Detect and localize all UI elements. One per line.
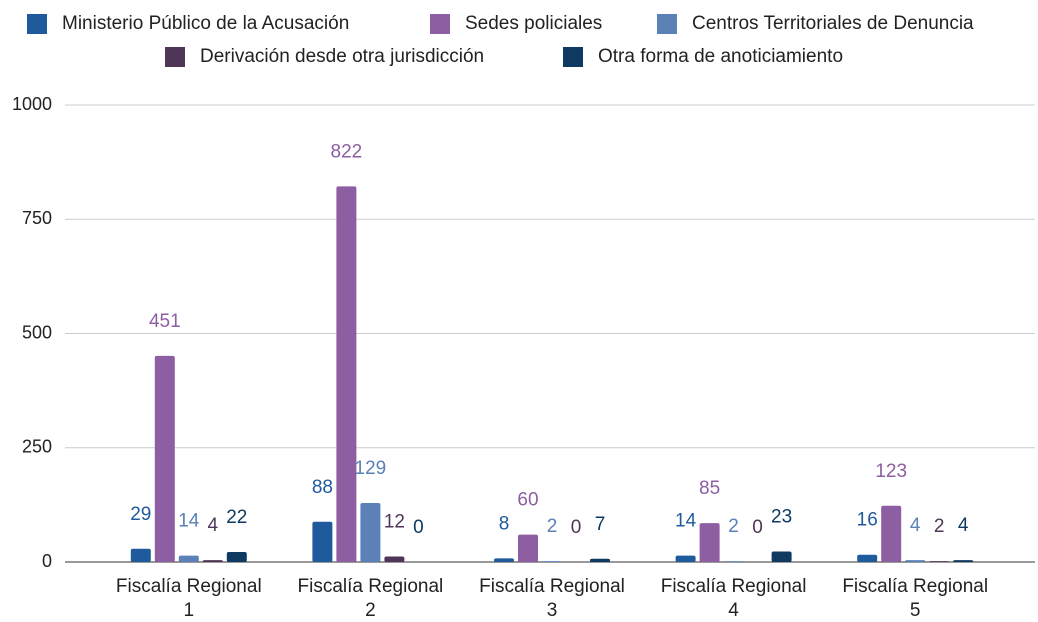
legend-label: Centros Territoriales de Denuncia [692,13,974,34]
data-label: 22 [226,507,247,528]
data-label: 4 [208,515,219,536]
data-label: 129 [355,458,387,479]
data-label: 14 [675,511,697,532]
legend-label: Derivación desde otra jurisdicción [200,46,484,67]
bar [929,561,950,562]
legend-label: Otra forma de anoticiamiento [598,46,843,67]
legend-swatch [430,14,450,34]
bar [178,555,199,562]
bar [312,521,333,562]
bar [590,558,610,562]
data-label: 7 [595,514,606,535]
bar [360,503,381,562]
data-label: 0 [571,517,582,538]
legend-swatch [563,47,583,67]
data-label: 29 [130,504,151,525]
data-label: 14 [178,511,200,532]
x-tick-label: Fiscalía Regional 1 [116,576,262,621]
bar [771,551,792,562]
data-label: 2 [934,516,945,537]
data-label: 85 [699,478,720,499]
data-label: 4 [958,515,969,536]
data-label: 88 [312,477,333,498]
y-tick-label: 1000 [12,94,52,114]
legend-swatch [27,14,47,34]
legend-swatch [657,14,677,34]
bar [154,355,175,562]
bar [675,555,696,562]
data-label: 0 [752,517,763,538]
bar [202,560,223,562]
bar [494,558,514,562]
bar [699,523,720,562]
y-tick-label: 0 [42,551,52,571]
x-tick-label: Fiscalía Regional 3 [479,576,625,621]
data-label: 8 [499,513,510,534]
data-label: 12 [384,512,405,533]
data-label: 23 [771,507,792,528]
data-label: 2 [547,516,558,537]
data-label: 4 [910,515,921,536]
data-label: 60 [517,490,538,511]
bar [336,186,357,562]
bar [542,561,562,562]
bar [384,556,405,562]
legend-swatch [165,47,185,67]
data-label: 0 [413,517,424,538]
y-tick-label: 750 [22,208,52,228]
x-tick-label: Fiscalía Regional 2 [298,576,444,621]
data-label: 2 [728,516,739,537]
x-tick-label: Fiscalía Regional 5 [842,576,988,621]
x-tick-label: Fiscalía Regional 4 [661,576,807,621]
bar [130,548,151,562]
data-label: 822 [331,141,363,162]
bar [226,551,247,562]
bar [518,534,538,562]
data-label: 16 [857,510,878,531]
bar [905,560,926,562]
data-label: 451 [149,311,181,332]
y-tick-label: 250 [22,437,52,457]
legend-label: Sedes policiales [465,13,602,34]
bar [881,505,902,562]
legend-label: Ministerio Público de la Acusación [62,13,349,34]
bar [857,554,878,562]
y-tick-label: 500 [22,322,52,342]
data-label: 123 [875,461,907,482]
bar [953,560,974,562]
bar [723,561,744,562]
